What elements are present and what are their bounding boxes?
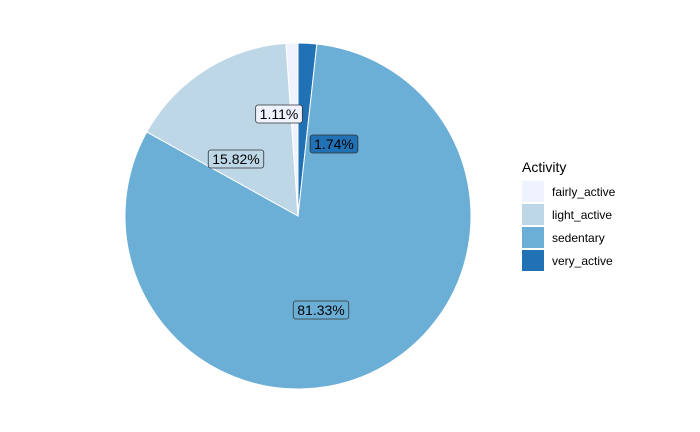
legend-label: light_active bbox=[552, 208, 612, 222]
slice-labels: 1.74% 81.33% 15.82% 1.11% bbox=[207, 104, 359, 320]
legend-item-fairly-active: fairly_active bbox=[522, 181, 616, 202]
legend-swatch bbox=[522, 181, 544, 202]
slice-label-text: 15.82% bbox=[212, 151, 259, 167]
slice-label-light-active: 15.82% bbox=[207, 149, 265, 169]
pie-slices bbox=[124, 42, 472, 390]
legend-items: fairly_active light_active sedentary very_a… bbox=[522, 181, 616, 271]
legend-label: very_active bbox=[552, 254, 613, 268]
slice-label-fairly-active: 1.11% bbox=[255, 104, 303, 124]
slice-label-box bbox=[309, 134, 359, 154]
legend-item-sedentary: sedentary bbox=[522, 227, 605, 248]
slice-label-box bbox=[207, 149, 265, 169]
pie-slice-fairly-active bbox=[285, 42, 299, 217]
legend-swatch bbox=[522, 227, 544, 248]
legend: Activity fairly_active light_activesedent… bbox=[522, 159, 616, 271]
legend-label: sedentary bbox=[552, 231, 605, 245]
slice-label-text: 1.11% bbox=[260, 106, 299, 122]
slice-label-text: 1.74% bbox=[314, 136, 354, 152]
legend-item-light-active: light_active bbox=[522, 204, 612, 225]
legend-item-very-active: very_active bbox=[522, 250, 613, 271]
legend-title: Activity bbox=[522, 159, 566, 175]
legend-swatch bbox=[522, 250, 544, 271]
slice-label-box bbox=[292, 300, 350, 320]
slice-label-text: 81.33% bbox=[297, 302, 344, 318]
legend-label: fairly_active bbox=[552, 185, 616, 199]
slice-label-sedentary: 81.33% bbox=[292, 300, 350, 320]
legend-swatch bbox=[522, 204, 544, 225]
slice-label-box bbox=[255, 104, 303, 124]
slice-label-very-active: 1.74% bbox=[309, 134, 359, 154]
pie-slice-light-active bbox=[146, 42, 299, 217]
